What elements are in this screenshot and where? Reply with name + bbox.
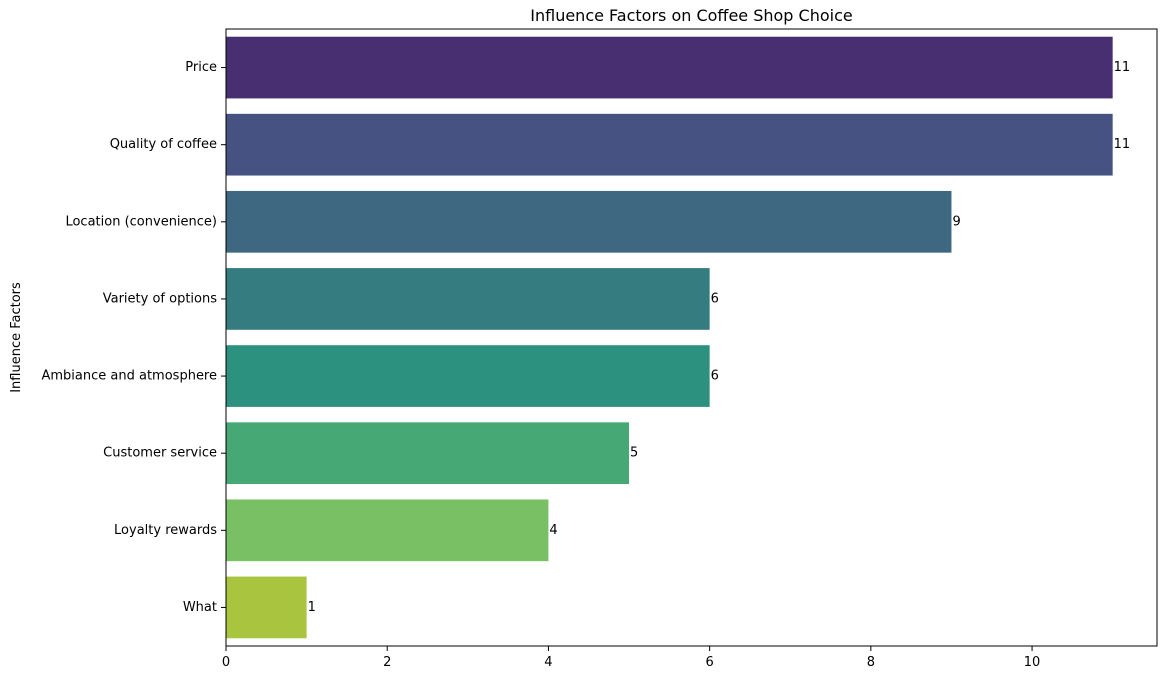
y-axis-ticks: Price Quality of coffee Location (convenie… xyxy=(42,60,226,615)
chart-title: Influence Factors on Coffee Shop Choice xyxy=(530,6,852,25)
x-tick-label: 4 xyxy=(544,655,552,670)
x-tick-label: 8 xyxy=(867,655,875,670)
y-tick-label: Loyalty rewards xyxy=(114,523,217,538)
x-tick-label: 2 xyxy=(383,655,391,670)
y-tick-label: Customer service xyxy=(103,446,217,461)
bar-what xyxy=(226,576,307,639)
bar-customer-service xyxy=(226,422,630,485)
data-label: 9 xyxy=(952,214,960,229)
bars-group xyxy=(226,36,1113,639)
bar-price xyxy=(226,36,1113,99)
data-label: 11 xyxy=(1114,137,1131,152)
x-tick-label: 0 xyxy=(222,655,230,670)
bar-ambiance-and-atmosphere xyxy=(226,345,710,407)
data-label: 6 xyxy=(711,369,719,384)
y-tick-label: Location (convenience) xyxy=(65,214,217,229)
y-tick-label: What xyxy=(183,600,217,615)
bar-location-convenience xyxy=(226,190,952,253)
bar-variety-of-options xyxy=(226,268,710,330)
x-tick-label: 6 xyxy=(705,655,713,670)
bar-quality-of-coffee xyxy=(226,113,1113,176)
x-tick-label: 10 xyxy=(1024,655,1041,670)
y-tick-label: Quality of coffee xyxy=(110,137,217,152)
y-axis-label: Influence Factors xyxy=(9,282,24,393)
data-label: 4 xyxy=(549,523,557,538)
data-labels-group: 11 11 9 6 6 5 4 1 xyxy=(308,60,1131,615)
data-label: 11 xyxy=(1114,60,1131,75)
y-tick-label: Price xyxy=(185,60,217,75)
bar-loyalty-rewards xyxy=(226,499,549,562)
data-label: 5 xyxy=(630,446,638,461)
data-label: 1 xyxy=(308,600,316,615)
data-label: 6 xyxy=(711,291,719,306)
y-tick-label: Ambiance and atmosphere xyxy=(42,369,218,384)
x-axis-ticks: 0 2 4 6 8 10 xyxy=(222,646,1040,670)
axes-frame xyxy=(225,28,1158,647)
y-tick-label: Variety of options xyxy=(103,291,217,306)
